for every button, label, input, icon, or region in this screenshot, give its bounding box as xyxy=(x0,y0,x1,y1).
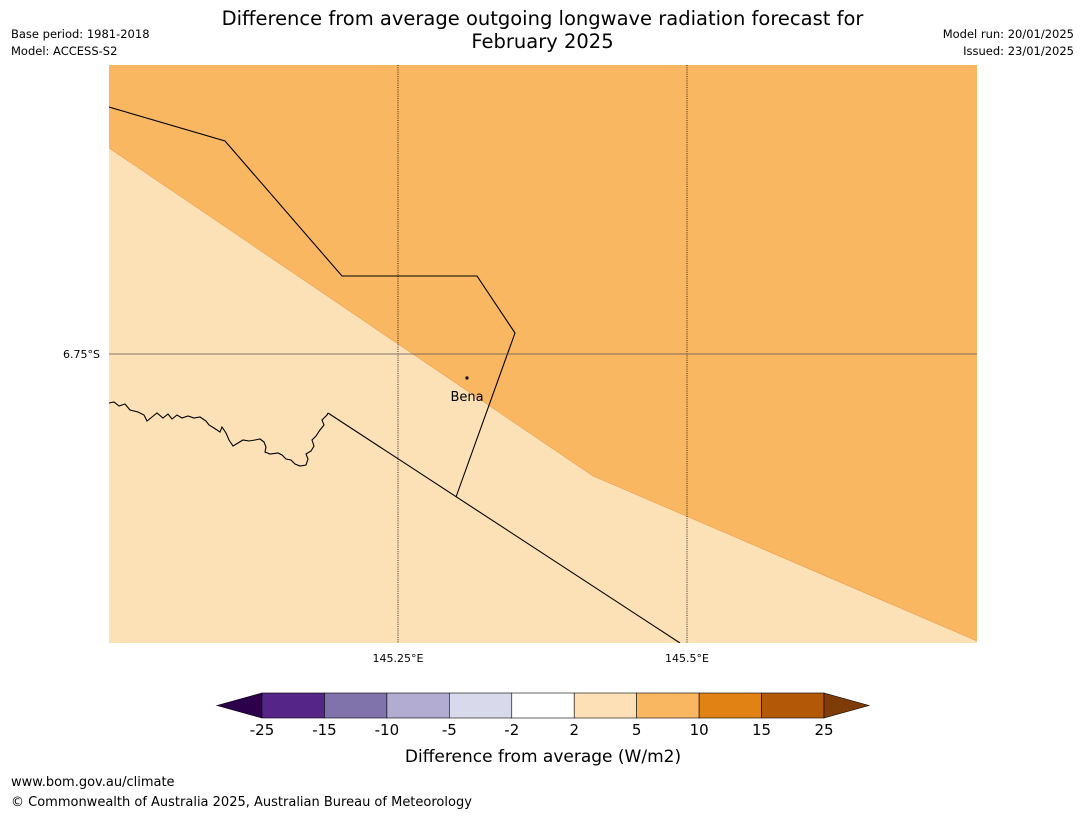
lon-label: 145.25°E xyxy=(373,652,424,665)
meta-right: Model run: 20/01/2025 Issued: 23/01/2025 xyxy=(943,26,1074,60)
colorbar-extend-high xyxy=(823,692,871,719)
river-line xyxy=(109,401,329,467)
colorbar-swatch xyxy=(761,692,825,719)
colorbar-tick-label: 25 xyxy=(814,721,833,739)
title-line-1: Difference from average outgoing longwav… xyxy=(221,7,864,30)
colorbar-swatch xyxy=(698,692,762,719)
colorbar-tick-label: -2 xyxy=(504,721,519,739)
town-marker xyxy=(465,376,469,380)
map-panel xyxy=(109,65,977,643)
colorbar-tick-label: 5 xyxy=(632,721,642,739)
model-run: Model run: 20/01/2025 xyxy=(942,27,1074,41)
colorbar-label: Difference from average (W/m2) xyxy=(405,747,681,767)
colorbar-swatch xyxy=(261,692,325,719)
region-fill-2-to-5 xyxy=(109,148,977,643)
colorbar: -25 -15 -10 -5 -2 2 5 10 15 25 xyxy=(215,692,871,739)
chart-title: Difference from average outgoing longwav… xyxy=(0,7,1085,53)
colorbar-swatch xyxy=(573,692,637,719)
colorbar-tick-label: -10 xyxy=(375,721,400,739)
province-boundary xyxy=(109,106,516,498)
colorbar-tick-label: 15 xyxy=(752,721,771,739)
model-name: Model: ACCESS-S2 xyxy=(11,44,118,58)
title-line-2: February 2025 xyxy=(471,30,614,53)
base-period: Base period: 1981-2018 xyxy=(11,27,150,41)
colorbar-extend-low xyxy=(215,692,263,719)
colorbar-swatch xyxy=(386,692,450,719)
colorbar-tick-label: -15 xyxy=(312,721,337,739)
colorbar-swatch xyxy=(636,692,700,719)
colorbar-swatch xyxy=(511,692,575,719)
colorbar-tick-label: -5 xyxy=(442,721,457,739)
contour-line xyxy=(109,147,977,642)
colorbar-tick-label: 2 xyxy=(569,721,579,739)
colorbar-tick-label: -25 xyxy=(250,721,275,739)
place-label: Bena xyxy=(450,390,483,405)
province-boundary-south xyxy=(327,412,681,643)
lat-label: 6.75°S xyxy=(63,348,100,361)
lon-label: 145.5°E xyxy=(665,652,709,665)
colorbar-tick-label: 10 xyxy=(690,721,709,739)
colorbar-swatch xyxy=(324,692,388,719)
footer-url: www.bom.gov.au/climate xyxy=(11,775,175,790)
footer-copyright: © Commonwealth of Australia 2025, Austra… xyxy=(11,795,472,810)
colorbar-swatch xyxy=(449,692,513,719)
issued-date: Issued: 23/01/2025 xyxy=(963,44,1074,58)
meta-left: Base period: 1981-2018 Model: ACCESS-S2 xyxy=(11,26,150,60)
